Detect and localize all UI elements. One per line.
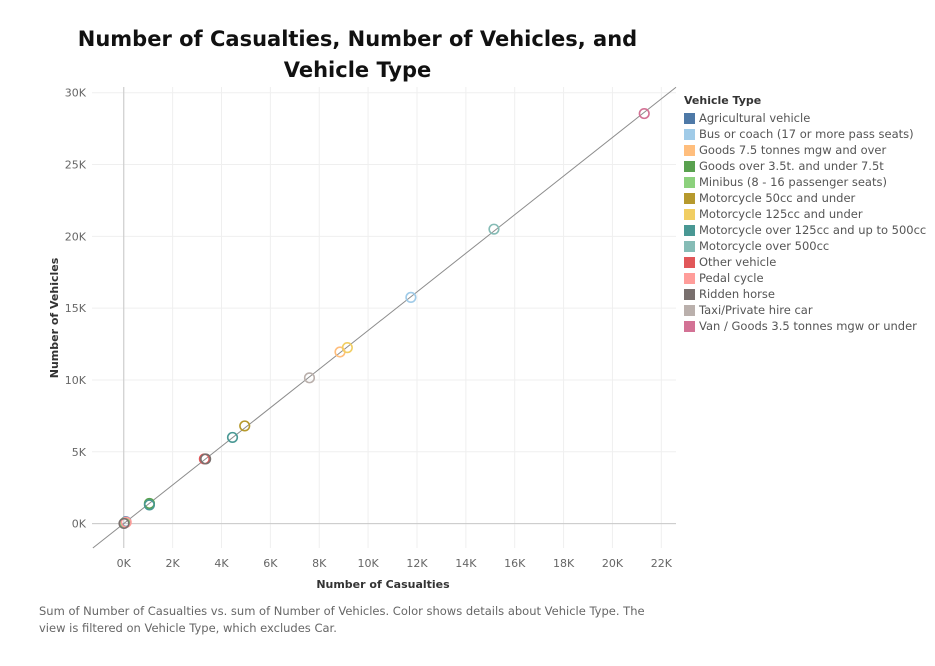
y-tick-label: 30K bbox=[65, 87, 87, 100]
legend-item[interactable]: Van / Goods 3.5 tonnes mgw or under bbox=[684, 318, 929, 334]
legend-swatch bbox=[684, 192, 695, 204]
x-tick-label: 18K bbox=[553, 557, 575, 570]
data-point bbox=[226, 431, 239, 444]
zero-lines bbox=[92, 87, 676, 548]
legend-swatch bbox=[684, 112, 695, 124]
x-tick-label: 4K bbox=[214, 557, 229, 570]
tick-labels: 0K 2K 4K 6K 8K 10K 12K 14K 16K 18K 20K 22K 0K 5K 10K 15… bbox=[65, 87, 673, 570]
data-point bbox=[638, 107, 650, 120]
trend-line-path bbox=[92, 86, 677, 549]
legend-swatch bbox=[684, 144, 695, 156]
legend-item[interactable]: Motorcycle over 125cc and up to 500cc bbox=[684, 222, 929, 238]
x-tick-label: 12K bbox=[406, 557, 428, 570]
legend-swatch bbox=[684, 272, 695, 284]
legend-title: Vehicle Type bbox=[684, 94, 762, 107]
data-points bbox=[118, 107, 650, 530]
legend-label: Other vehicle bbox=[699, 255, 777, 269]
trend-line bbox=[92, 86, 677, 549]
legend-swatch bbox=[684, 288, 695, 300]
legend-label: Motorcycle 125cc and under bbox=[699, 207, 863, 221]
chart-title: Number of Casualties, Number of Vehicles… bbox=[77, 27, 638, 82]
legend-swatch bbox=[684, 304, 695, 316]
legend-label: Motorcycle over 500cc bbox=[699, 239, 830, 253]
legend-label: Taxi/Private hire car bbox=[699, 303, 813, 317]
legend-label: Bus or coach (17 or more pass seats) bbox=[699, 127, 914, 141]
legend: Vehicle Type Agricultural vehicle Bus or … bbox=[684, 94, 929, 334]
legend-label: Van / Goods 3.5 tonnes mgw or under bbox=[699, 319, 917, 333]
legend-label: Agricultural vehicle bbox=[699, 111, 811, 125]
legend-item[interactable]: Minibus (8 - 16 passenger seats) bbox=[684, 174, 929, 190]
x-tick-label: 8K bbox=[312, 557, 327, 570]
x-tick-label: 6K bbox=[263, 557, 278, 570]
legend-item[interactable]: Bus or coach (17 or more pass seats) bbox=[684, 126, 929, 142]
data-point bbox=[488, 223, 500, 235]
legend-label: Minibus (8 - 16 passenger seats) bbox=[699, 175, 887, 189]
legend-item[interactable]: Motorcycle 125cc and under bbox=[684, 206, 929, 222]
legend-label: Motorcycle over 125cc and up to 500cc bbox=[699, 223, 927, 237]
y-tick-label: 25K bbox=[65, 159, 87, 172]
y-tick-label: 5K bbox=[72, 446, 87, 459]
x-tick-label: 22K bbox=[651, 557, 673, 570]
grid-lines bbox=[92, 87, 676, 548]
data-point bbox=[405, 291, 417, 303]
legend-label: Pedal cycle bbox=[699, 271, 764, 285]
data-point bbox=[239, 420, 251, 432]
legend-swatch bbox=[684, 128, 695, 140]
legend-swatch bbox=[684, 208, 695, 220]
y-axis-title: Number of Vehicles bbox=[48, 257, 61, 378]
legend-item[interactable]: Motorcycle over 500cc bbox=[684, 238, 929, 254]
y-tick-label: 10K bbox=[65, 374, 87, 387]
data-point bbox=[118, 517, 130, 530]
legend-swatch bbox=[684, 240, 695, 252]
legend-item[interactable]: Other vehicle bbox=[684, 254, 929, 270]
legend-swatch bbox=[684, 320, 695, 332]
legend-item[interactable]: Motorcycle 50cc and under bbox=[684, 190, 929, 206]
data-point bbox=[303, 372, 316, 384]
legend-item[interactable]: Ridden horse bbox=[684, 286, 929, 302]
legend-item[interactable]: Taxi/Private hire car bbox=[684, 302, 929, 318]
legend-label: Ridden horse bbox=[699, 287, 775, 301]
legend-items: Agricultural vehicle Bus or coach (17 or … bbox=[684, 110, 929, 334]
legend-swatch bbox=[684, 160, 695, 172]
legend-swatch bbox=[684, 176, 695, 188]
x-tick-label: 16K bbox=[504, 557, 526, 570]
legend-item[interactable]: Agricultural vehicle bbox=[684, 110, 929, 126]
legend-label: Goods over 3.5t. and under 7.5t bbox=[699, 159, 884, 173]
legend-item[interactable]: Pedal cycle bbox=[684, 270, 929, 286]
legend-label: Goods 7.5 tonnes mgw and over bbox=[699, 143, 887, 157]
x-tick-label: 0K bbox=[117, 557, 132, 570]
legend-item[interactable]: Goods over 3.5t. and under 7.5t bbox=[684, 158, 929, 174]
data-point bbox=[200, 453, 212, 465]
data-point bbox=[341, 342, 353, 354]
x-tick-label: 10K bbox=[358, 557, 380, 570]
data-point bbox=[143, 499, 156, 511]
chart-caption: Sum of Number of Casualties vs. sum of N… bbox=[39, 604, 645, 635]
x-tick-label: 20K bbox=[602, 557, 624, 570]
legend-label: Motorcycle 50cc and under bbox=[699, 191, 856, 205]
x-axis-title: Number of Casualties bbox=[316, 578, 450, 591]
x-tick-label: 2K bbox=[166, 557, 181, 570]
y-tick-label: 15K bbox=[65, 302, 87, 315]
x-tick-label: 14K bbox=[455, 557, 477, 570]
legend-item[interactable]: Goods 7.5 tonnes mgw and over bbox=[684, 142, 929, 158]
y-tick-label: 0K bbox=[72, 518, 87, 531]
legend-swatch bbox=[684, 224, 695, 236]
y-tick-label: 20K bbox=[65, 230, 87, 243]
legend-swatch bbox=[684, 256, 695, 268]
